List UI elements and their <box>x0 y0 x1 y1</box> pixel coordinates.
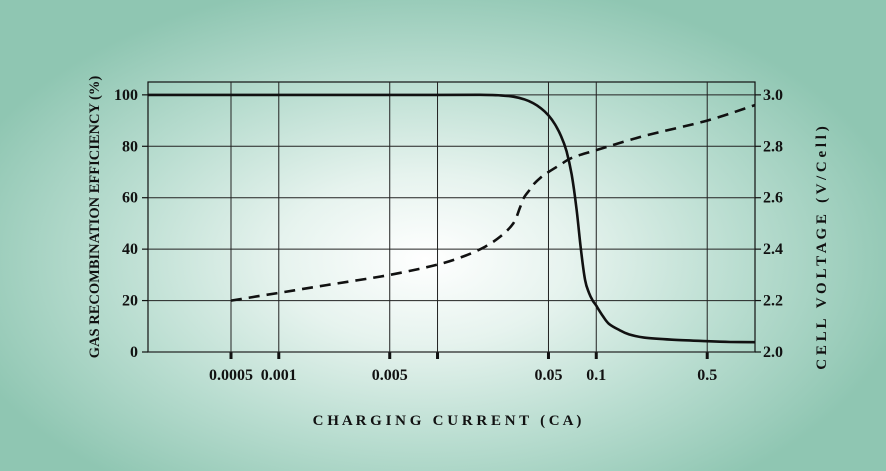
x-tick-label: 0.005 <box>372 367 408 384</box>
y-axis-left-title: GAS RECOMBINATION EFFICIENCY (%) <box>87 76 103 359</box>
x-axis-ticks: 0.0005 0.001 0.005 0.05 0.1 0.5 <box>209 367 717 384</box>
x-tick-label: 0.0005 <box>209 367 253 384</box>
y-left-tick-label: 40 <box>122 241 138 258</box>
y-right-tick-label: 2.4 <box>763 241 783 258</box>
y-left-tick-label: 80 <box>122 138 138 155</box>
x-tick-label: 0.1 <box>586 367 606 384</box>
x-tick-label: 0.5 <box>697 367 717 384</box>
right-axis-ticks: 2.0 2.2 2.4 2.6 2.8 3.0 <box>755 87 783 361</box>
y-right-tick-label: 2.2 <box>763 293 783 310</box>
y-left-tick-label: 20 <box>122 293 138 310</box>
y-right-tick-label: 2.8 <box>763 138 783 155</box>
y-right-tick-label: 3.0 <box>763 87 783 104</box>
plot-area-frame <box>147 81 756 353</box>
cell-voltage-line <box>230 103 756 302</box>
y-left-tick-label: 0 <box>130 344 138 361</box>
x-axis-title: C H A R G I N G C U R R E N T ( C A ) <box>313 413 582 429</box>
series-layer <box>147 93 756 344</box>
y-axis-right-title: C E L L V O L T A G E ( V / C e l l ) <box>814 126 830 369</box>
y-left-tick-label: 100 <box>114 87 138 104</box>
grid-layer <box>148 82 755 359</box>
x-tick-label: 0.001 <box>261 367 297 384</box>
x-tick-label: 0.05 <box>534 367 562 384</box>
y-right-tick-label: 2.6 <box>763 190 783 207</box>
y-right-tick-label: 2.0 <box>763 344 783 361</box>
y-left-tick-label: 60 <box>122 190 138 207</box>
left-axis-ticks: 0 20 40 60 80 100 <box>114 87 148 361</box>
recombination-efficiency-line <box>147 93 756 344</box>
